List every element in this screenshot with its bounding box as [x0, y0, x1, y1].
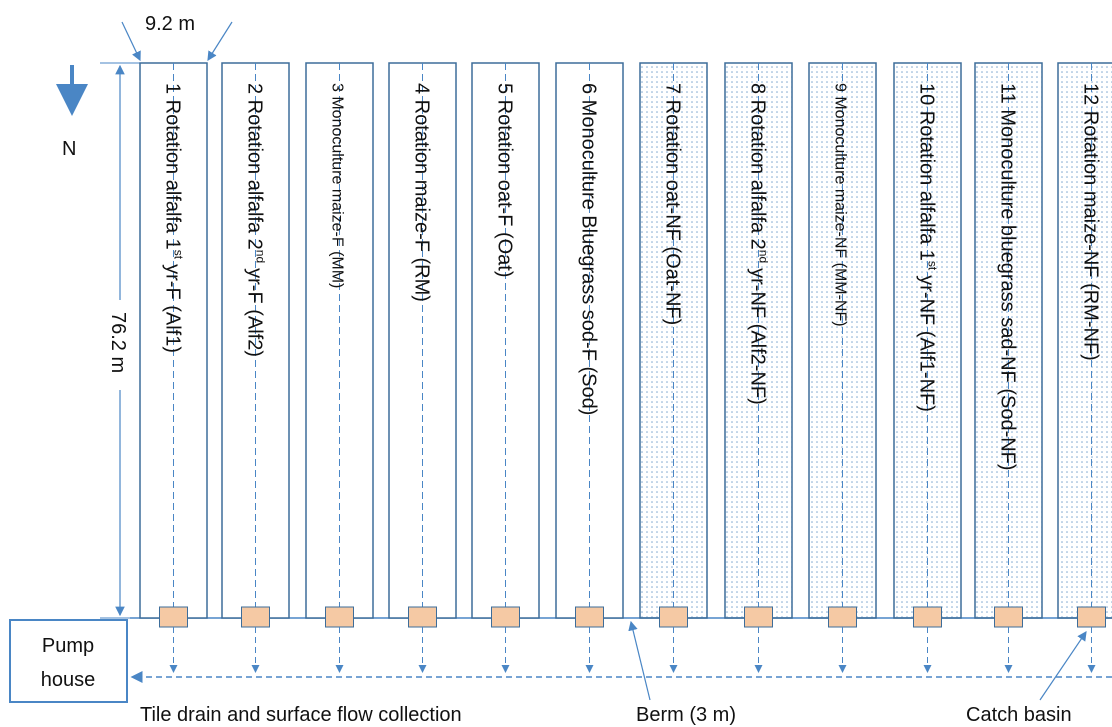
plot-label-text: 3 Monoculture maize-F (MM) — [329, 83, 346, 288]
plot-label: 11 Monoculture bluegrass sad-NF (Sod-NF) — [997, 83, 1019, 471]
catch-basin — [994, 606, 1023, 628]
plot-label-text: 7 Rotation oat-NF (Oat-NF) — [662, 83, 684, 325]
plot-label-text: 5 Rotation oat-F (Oat) — [494, 83, 516, 278]
catch-basin-arrow — [1039, 631, 1087, 701]
plot-label-text: 9 Monoculture maize-NF (MM-NF) — [832, 83, 849, 327]
catch-basin — [325, 606, 354, 628]
plot-label-end: yr-NF (Alf2-NF) — [747, 268, 769, 405]
catch-basin — [241, 606, 270, 628]
catch-basin — [408, 606, 437, 628]
berm-arrow — [628, 620, 651, 701]
plot-label-end: yr-F (Alf2) — [244, 268, 266, 357]
catch-basin — [828, 606, 857, 628]
plot-label-text: 10 Rotation alfalfa 1 — [916, 83, 938, 261]
plot-label-end: yr-F (Alf1) — [162, 264, 184, 353]
plot-label: 4 Rotation maize-F (RM) — [411, 83, 433, 302]
plot-label-sup: nd — [254, 250, 268, 263]
plot-label-text: 4 Rotation maize-F (RM) — [411, 83, 433, 302]
plot-label-text: 2 Rotation alfalfa 2 — [244, 83, 266, 250]
plot-label: 3 Monoculture maize-F (MM) — [329, 83, 346, 288]
plot-label: 8 Rotation alfalfa 2nd yr-NF (Alf2-NF) — [747, 83, 771, 405]
catch-basin — [744, 606, 773, 628]
plot-label-end: yr-NF (Alf1-NF) — [916, 275, 938, 412]
berm-label: Berm (3 m) — [636, 704, 736, 726]
plot-label-sup: st — [172, 250, 186, 260]
pump-house-box — [9, 619, 128, 703]
north-label: N — [62, 138, 76, 160]
plot-label-sup: nd — [757, 250, 771, 263]
dimension-arrow — [121, 21, 141, 62]
catch-basin — [159, 606, 188, 628]
plot-label-text: 11 Monoculture bluegrass sad-NF (Sod-NF) — [997, 83, 1019, 471]
catch-basin — [1077, 606, 1106, 628]
plot-label: 10 Rotation alfalfa 1st yr-NF (Alf1-NF) — [916, 83, 940, 412]
catch-basin — [575, 606, 604, 628]
dimension-arrow — [207, 21, 233, 62]
pump-house-label: Pump house — [41, 635, 96, 691]
plot-label: 6 Monoculture Bluegrass sod-F (Sod) — [578, 83, 600, 415]
plot-label: 12 Rotation maize-NF (RM-NF) — [1080, 83, 1102, 361]
plot-label-text: 8 Rotation alfalfa 2 — [747, 83, 769, 250]
catch-basin — [659, 606, 688, 628]
plot-label: 1 Rotation alfalfa 1st yr-F (Alf1) — [162, 83, 186, 353]
width-label: 9.2 m — [145, 13, 195, 35]
plot-label-text: 1 Rotation alfalfa 1 — [162, 83, 184, 250]
length-label: 76.2 m — [107, 312, 129, 373]
catch-basin — [491, 606, 520, 628]
collection-label: Tile drain and surface flow collection — [140, 704, 462, 726]
plot-label-text: 12 Rotation maize-NF (RM-NF) — [1080, 83, 1102, 361]
plot-label: 5 Rotation oat-F (Oat) — [494, 83, 516, 278]
catch-basin-label: Catch basin — [966, 704, 1072, 726]
plot-label-text: 6 Monoculture Bluegrass sod-F (Sod) — [578, 83, 600, 415]
plot-label-sup: st — [926, 261, 940, 271]
plot-label: 9 Monoculture maize-NF (MM-NF) — [832, 83, 849, 327]
catch-basin — [913, 606, 942, 628]
plot-label: 7 Rotation oat-NF (Oat-NF) — [662, 83, 684, 325]
plot-label: 2 Rotation alfalfa 2nd yr-F (Alf2) — [244, 83, 268, 357]
